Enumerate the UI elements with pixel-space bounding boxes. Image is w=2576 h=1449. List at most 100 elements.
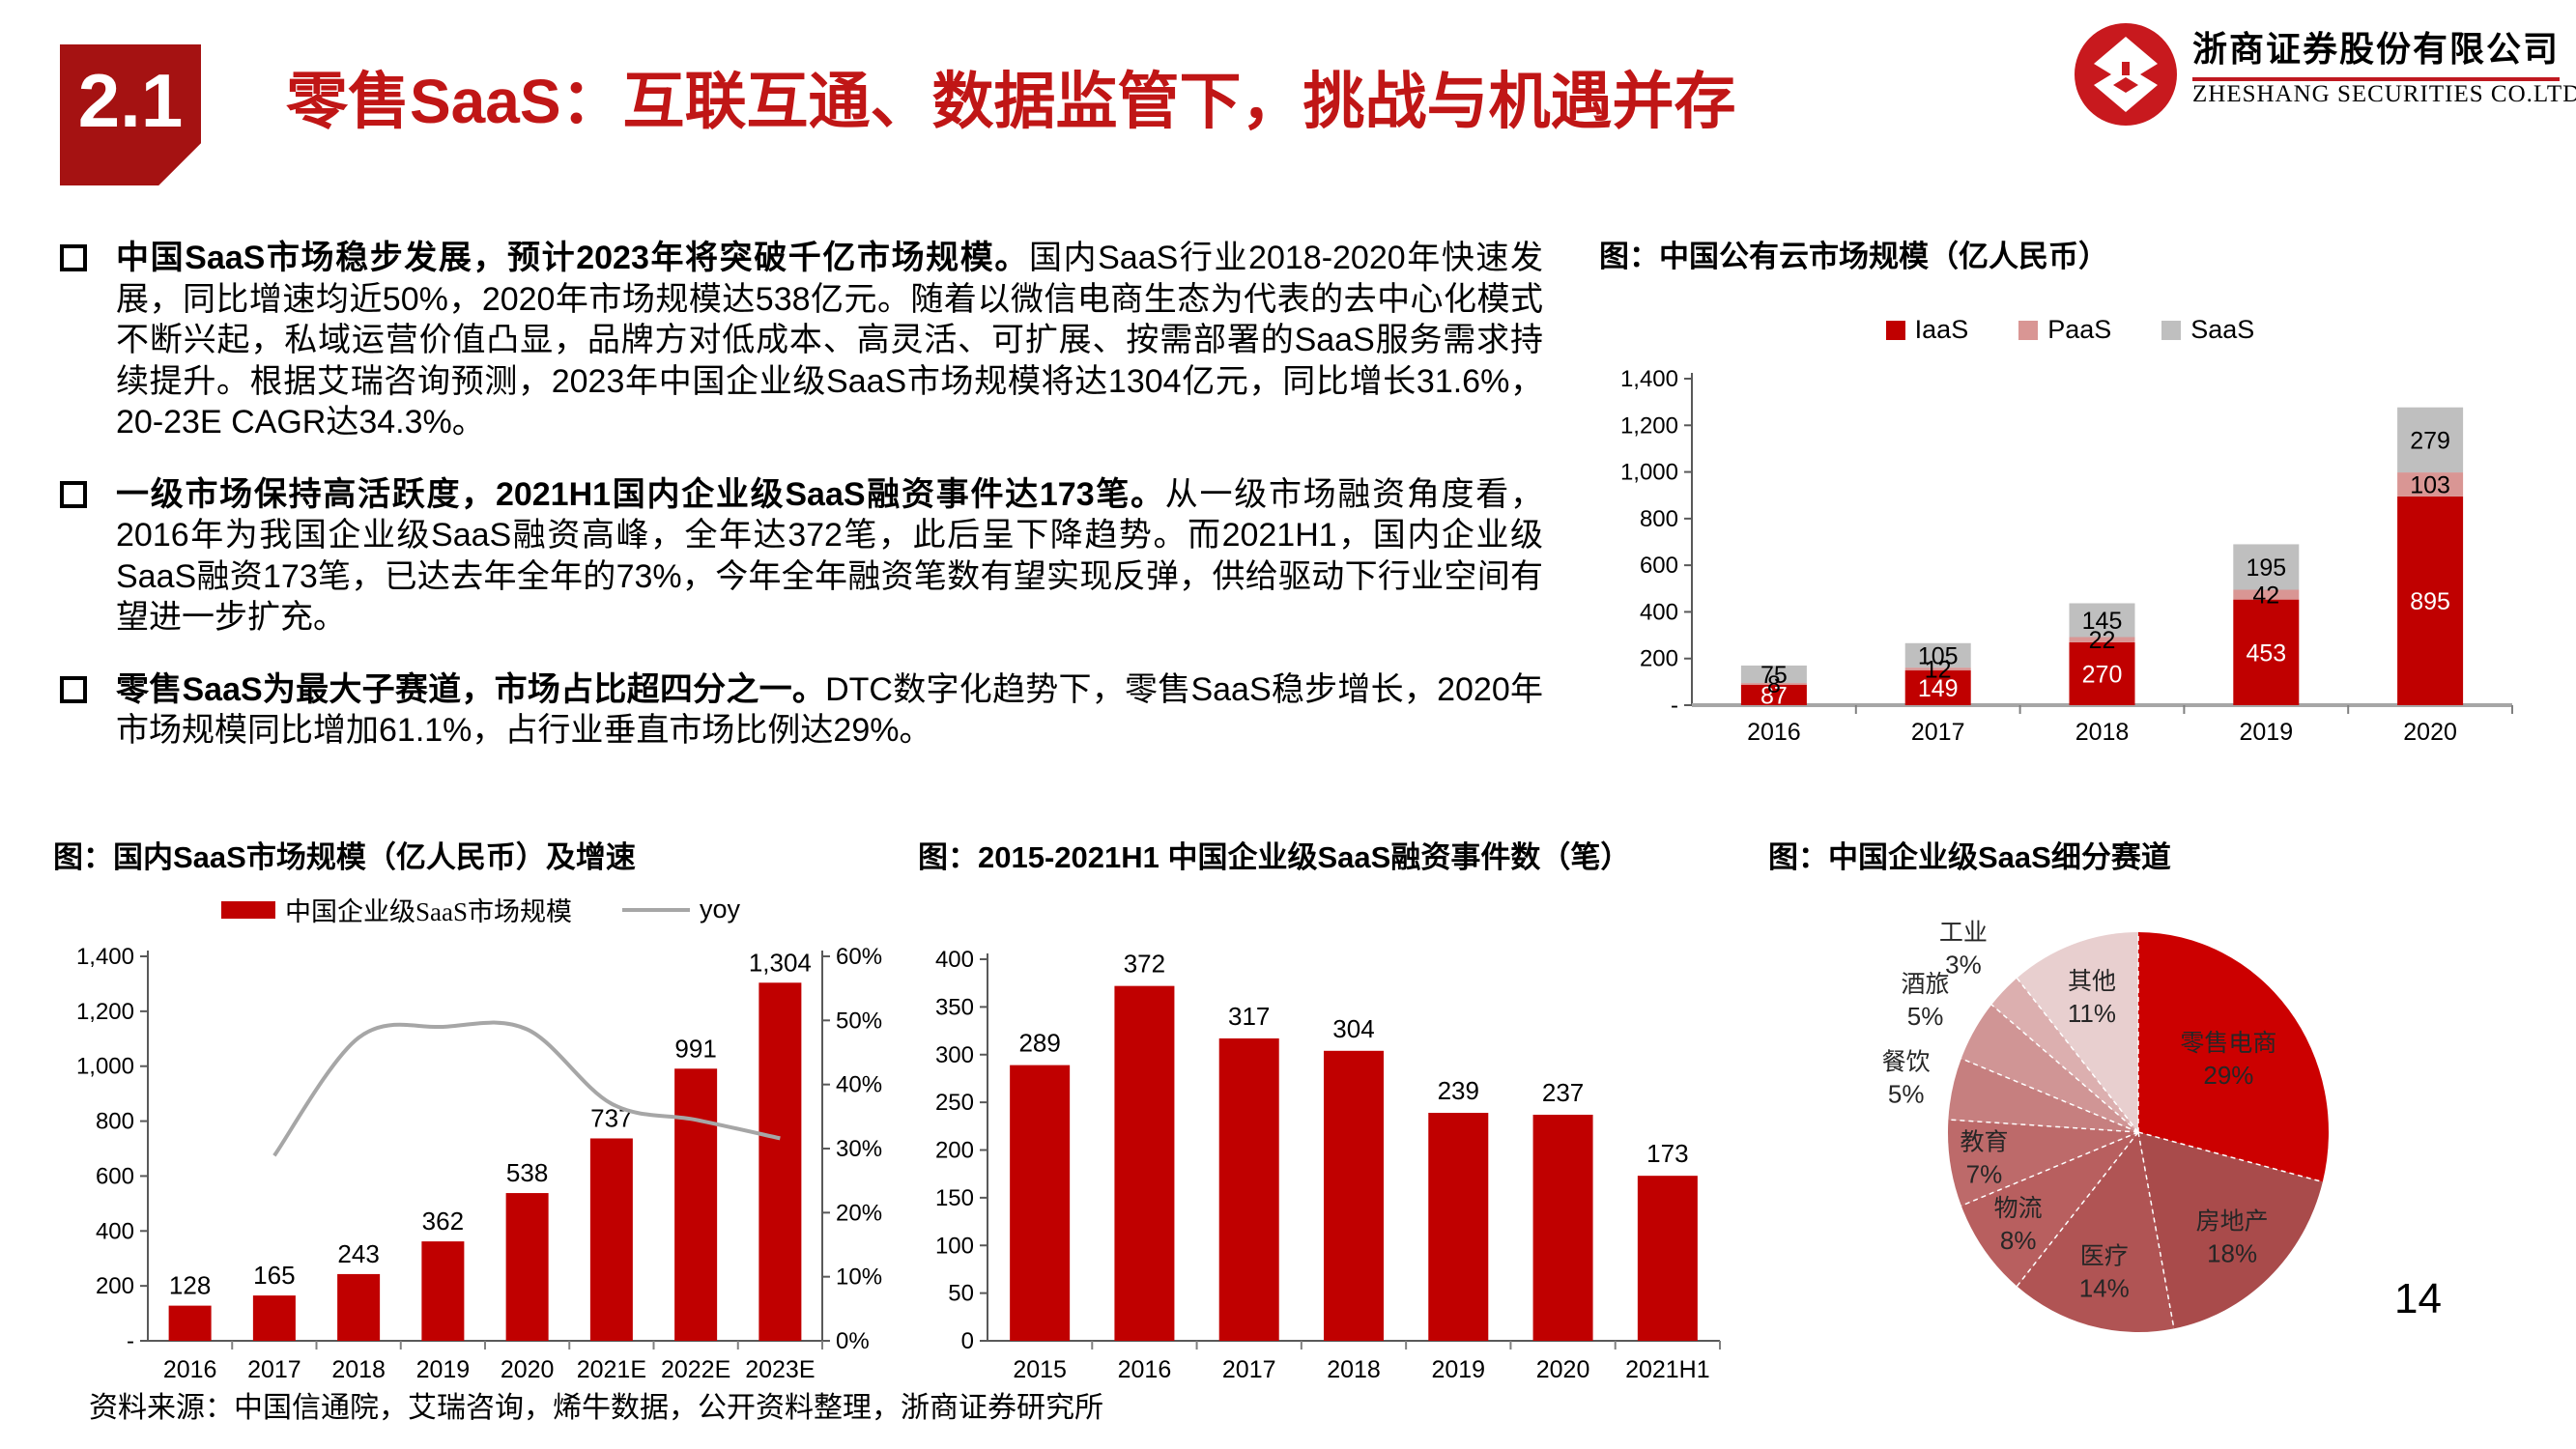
pie-slice-零售电商 [2138, 932, 2329, 1182]
svg-text:60%: 60% [836, 944, 882, 970]
svg-text:医疗: 医疗 [2080, 1242, 2129, 1269]
bullet-square-icon [60, 675, 87, 703]
svg-text:400: 400 [935, 947, 974, 973]
svg-text:237: 237 [1542, 1078, 1584, 1107]
cloud-chart-legend: IaaS PaaS SaaS [1599, 315, 2541, 345]
pie-label-其他: 其他 11% [2068, 968, 2116, 1028]
svg-text:22: 22 [2089, 627, 2116, 654]
company-logo: 浙商证券股份有限公司 ZHESHANG SECURITIES CO.LTD [2073, 21, 2576, 128]
svg-text:29%: 29% [2203, 1061, 2253, 1090]
svg-text:400: 400 [96, 1218, 134, 1244]
svg-text:14%: 14% [2079, 1273, 2130, 1302]
pie-label-医疗: 医疗 14% [2079, 1242, 2130, 1302]
legend-item-中国企业级SaaS市场规模: 中国企业级SaaS市场规模 [220, 891, 572, 928]
svg-text:165: 165 [253, 1261, 295, 1290]
svg-text:400: 400 [1640, 599, 1678, 625]
svg-text:895: 895 [2410, 588, 2450, 615]
svg-text:150: 150 [935, 1185, 974, 1211]
segments-pie-chart: 零售电商 29% 房地产 18% 医疗 14% 物流 8% 教育 7% 餐饮 5% 酒旅 5% 工业 3% 其他… [1882, 920, 2329, 1332]
svg-text:149: 149 [1918, 675, 1959, 702]
svg-text:5%: 5% [1907, 1002, 1944, 1031]
pie-label-餐饮: 餐饮 5% [1882, 1049, 1931, 1109]
svg-text:145: 145 [2082, 608, 2123, 635]
svg-text:42: 42 [2252, 582, 2279, 610]
market-bar-2022E: 991 [674, 1034, 718, 1341]
svg-text:2023E: 2023E [745, 1356, 815, 1383]
svg-text:物流: 物流 [1994, 1195, 2043, 1222]
bullet-list: 中国SaaS市场稳步发展，预计2023年将突破千亿市场规模。国内SaaS行业20… [60, 238, 1543, 782]
svg-text:289: 289 [1018, 1029, 1060, 1058]
bullet-item-2: 一级市场保持高活跃度，2021H1国内企业级SaaS融资事件达173笔。从一级市… [60, 474, 1543, 639]
svg-text:酒旅: 酒旅 [1902, 971, 1950, 998]
page-title: 零售SaaS：互联互通、数据监管下，挑战与机遇并存 [286, 67, 1736, 136]
svg-text:1,304: 1,304 [749, 948, 812, 977]
pie-label-教育: 教育 7% [1960, 1129, 2008, 1189]
legend-swatch-icon [220, 900, 275, 919]
svg-text:零售电商: 零售电商 [2180, 1030, 2276, 1057]
legend-label: yoy [699, 895, 741, 923]
svg-text:2020: 2020 [1536, 1356, 1590, 1383]
bullet-item-3: 零售SaaS为最大子赛道，市场占比超四分之一。DTC数字化趋势下，零售SaaS稳… [60, 669, 1543, 752]
svg-text:453: 453 [2246, 639, 2286, 667]
company-name-en: ZHESHANG SECURITIES CO.LTD [2192, 81, 2576, 107]
svg-text:2016: 2016 [1747, 719, 1801, 746]
svg-text:173: 173 [1646, 1139, 1688, 1168]
svg-text:8: 8 [1767, 671, 1781, 698]
svg-text:243: 243 [337, 1239, 379, 1268]
svg-text:2017: 2017 [1222, 1356, 1276, 1383]
legend-item-PaaS: PaaS [2018, 315, 2111, 345]
pie-slice-教育 [1948, 1120, 2138, 1207]
legend-swatch-icon [1885, 320, 1905, 340]
svg-text:195: 195 [2246, 554, 2286, 582]
svg-text:103: 103 [2410, 471, 2450, 498]
market-bar-2019: 362 [421, 1207, 465, 1341]
svg-text:250: 250 [935, 1090, 974, 1116]
stacked-bar-2020: 895 103 279 [2397, 407, 2464, 705]
funding-y-axis: 0 50 100 150 200 250 300 350 400 [935, 947, 1720, 1354]
bullet-text-2: 一级市场保持高活跃度，2021H1国内企业级SaaS融资事件达173笔。从一级市… [116, 474, 1543, 639]
svg-text:300: 300 [935, 1042, 974, 1068]
pie-label-工业: 工业 3% [1939, 920, 1988, 980]
cloud-chart-title: 图：中国公有云市场规模（亿人民币） [1599, 240, 2108, 273]
pie-label-物流: 物流 8% [1994, 1195, 2043, 1255]
svg-text:1,400: 1,400 [76, 944, 134, 970]
svg-text:200: 200 [96, 1273, 134, 1299]
svg-text:362: 362 [422, 1207, 464, 1236]
svg-text:12: 12 [1925, 657, 1952, 684]
svg-text:304: 304 [1332, 1014, 1374, 1043]
svg-text:8%: 8% [2000, 1226, 2037, 1255]
funding-bar-2018: 304 [1324, 1014, 1384, 1341]
section-number-tab: 2.1 [60, 44, 201, 185]
funding-bar-2020: 237 [1532, 1078, 1593, 1341]
legend-label: 中国企业级SaaS市场规模 [284, 897, 572, 926]
funding-bar-2019: 239 [1428, 1076, 1489, 1341]
svg-text:2017: 2017 [247, 1356, 301, 1383]
bullet-lead-1: 中国SaaS市场稳步发展，预计2023年将突破千亿市场规模。 [116, 240, 1029, 276]
funding-bar-2016: 372 [1114, 950, 1175, 1341]
svg-text:5%: 5% [1888, 1080, 1925, 1109]
market-bar-2020: 538 [505, 1158, 549, 1341]
svg-text:2016: 2016 [163, 1356, 217, 1383]
svg-text:2019: 2019 [1431, 1356, 1485, 1383]
svg-text:2019: 2019 [416, 1356, 471, 1383]
pie-slice-工业 [1991, 978, 2138, 1132]
bullet-text-1: 中国SaaS市场稳步发展，预计2023年将突破千亿市场规模。国内SaaS行业20… [116, 238, 1543, 443]
market-bar-2023E: 1,304 [749, 948, 812, 1341]
page-number: 14 [2394, 1275, 2442, 1322]
section-number: 2.1 [77, 57, 184, 143]
legend-item-IaaS: IaaS [1885, 315, 1968, 345]
svg-text:40%: 40% [836, 1072, 882, 1098]
pie-label-酒旅: 酒旅 5% [1902, 971, 1950, 1031]
logo-text: 浙商证券股份有限公司 ZHESHANG SECURITIES CO.LTD [2192, 21, 2576, 108]
svg-text:2017: 2017 [1911, 719, 1965, 746]
pie-label-零售电商: 零售电商 29% [2180, 1030, 2276, 1090]
saas-market-chart-title: 图：国内SaaS市场规模（亿人民币）及增速 [53, 840, 636, 874]
logo-mark-icon [2075, 23, 2177, 126]
svg-text:239: 239 [1438, 1076, 1479, 1105]
